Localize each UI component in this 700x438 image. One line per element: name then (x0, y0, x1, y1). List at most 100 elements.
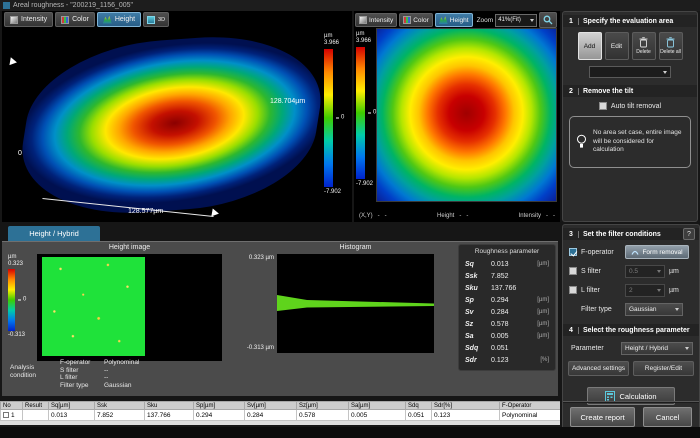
height-button-2d[interactable]: Height (434, 13, 473, 27)
search-icon (543, 15, 553, 25)
scale-tick (368, 112, 371, 114)
parameter-select[interactable]: Height / Hybrid (621, 341, 693, 355)
parameter-buttons: Advanced settings Register/Edit (563, 361, 699, 376)
2d-color-scale-bar: 0 (356, 47, 376, 179)
column-header[interactable]: Result (22, 401, 49, 410)
help-button[interactable]: ? (683, 228, 695, 240)
zoom-value: 41%(Fit) (498, 17, 521, 23)
depth-dimension-label: 128.577µm (128, 208, 164, 215)
hi-scale-max: 0.323 (8, 261, 24, 267)
analysis-row-label: L filter (60, 374, 78, 382)
edit-area-button[interactable]: Edit (604, 32, 629, 60)
param-name: Sv (465, 308, 474, 316)
register-edit-button[interactable]: Register/Edit (633, 361, 694, 376)
3d-surface-view[interactable] (10, 28, 333, 222)
sdr-cell: 0.123 (431, 409, 500, 421)
calculation-button[interactable]: Calculation (587, 387, 675, 405)
row-checkbox[interactable] (3, 411, 9, 418)
column-header[interactable]: Sq[µm] (48, 401, 95, 410)
column-header[interactable]: Ssk (94, 401, 145, 410)
intensity-button[interactable]: Intensity (4, 12, 54, 27)
coord-y-value: - (384, 213, 387, 219)
coord-x-value: - (377, 213, 380, 219)
column-header[interactable]: Sdq (405, 401, 432, 410)
width-dimension-label: 128.704µm (270, 98, 306, 105)
height-status-label: Height (436, 213, 455, 219)
advanced-settings-button[interactable]: Advanced settings (568, 361, 629, 376)
tab-height-hybrid[interactable]: Height / Hybrid (8, 226, 100, 241)
cancel-button[interactable]: Cancel (643, 407, 692, 427)
chevron-down-icon (675, 307, 679, 311)
evaluation-sidebar: 1 Specify the evaluation area Add Edit D… (562, 11, 698, 222)
auto-tilt-row: Auto tilt removal (563, 102, 697, 110)
zoom-label: Zoom (476, 16, 494, 24)
add-area-button[interactable]: Add (577, 32, 602, 60)
column-header[interactable]: Sv[µm] (244, 401, 297, 410)
s-filter-select[interactable]: 0.5 (625, 264, 665, 278)
magnifier-button[interactable] (539, 12, 558, 28)
param-unit: [µm] (537, 261, 549, 267)
3d-scale-unit: µm (324, 33, 333, 39)
table-row[interactable]: 1 0.013 7.852 137.766 0.294 0.284 0.578 … (0, 409, 560, 421)
height-value-1: - (459, 213, 462, 219)
area-select[interactable] (589, 66, 671, 78)
height-heatmap-view[interactable] (376, 28, 557, 202)
sa-cell: 0.005 (348, 409, 406, 421)
histogram-max-label: 0.323 µm (248, 255, 274, 261)
section4-number: 4 (567, 326, 579, 334)
intensity-button-2d[interactable]: Intensity (355, 13, 398, 27)
param-name: Sz (465, 320, 474, 328)
2d-scale-unit: µm (356, 31, 365, 37)
s-filter-value: 0.5 (629, 267, 639, 275)
section1-title: Specify the evaluation area (583, 17, 674, 25)
delete-all-areas-button[interactable]: Delete all (658, 32, 683, 60)
form-removal-button[interactable]: Form removal (625, 245, 689, 259)
analysis-row-value: -- (104, 374, 109, 382)
column-header[interactable]: Sp[µm] (193, 401, 245, 410)
3d-mode-button[interactable]: 3D (143, 12, 170, 27)
height-button[interactable]: Height (96, 12, 142, 27)
section3-header: 3 Set the filter conditions ? (563, 228, 699, 240)
3d-toolbar: Intensity Color Height 3D (4, 12, 170, 27)
column-header[interactable]: Sdr[%] (431, 401, 500, 410)
delete-label: Delete (636, 49, 651, 55)
color-button-2d[interactable]: Color (399, 13, 433, 27)
auto-tilt-checkbox[interactable] (598, 102, 607, 110)
origin-axis-arrow-icon (7, 55, 17, 66)
s-filter-checkbox[interactable] (569, 267, 577, 275)
param-value: 0.578 (491, 320, 509, 328)
param-unit: [µm] (537, 309, 549, 315)
roughness-row: Sku 137.766 (459, 282, 555, 294)
filter-type-row: Filter type Gaussian (563, 302, 699, 316)
3d-color-scale: µm 3.966 0 -7.902 (324, 33, 350, 196)
column-header[interactable]: Sa[µm] (348, 401, 406, 410)
l-filter-checkbox[interactable] (569, 286, 577, 294)
zoom-select[interactable]: 41%(Fit) (495, 13, 538, 27)
filter-type-select[interactable]: Gaussian (625, 302, 683, 316)
delete-area-button[interactable]: Delete (631, 32, 656, 60)
section1-number: 1 (567, 17, 579, 25)
parameter-value: Height / Hybrid (625, 344, 668, 352)
f-operator-checkbox[interactable] (569, 248, 577, 256)
height-image-view[interactable] (42, 257, 145, 356)
color-button[interactable]: Color (55, 12, 95, 27)
origin-label: 0 (18, 150, 22, 157)
row-number-cell: 1 (0, 409, 23, 421)
height-value-2: - (466, 213, 469, 219)
param-value: 0.005 (491, 332, 509, 340)
column-header[interactable]: Sz[µm] (296, 401, 349, 410)
auto-tilt-label: Auto tilt removal (610, 102, 662, 110)
hi-scale-unit: µm (8, 254, 17, 260)
sku-cell: 137.766 (144, 409, 194, 421)
histogram-view[interactable] (277, 254, 434, 353)
intensity-icon (359, 16, 367, 24)
create-report-button[interactable]: Create report (570, 407, 636, 427)
column-header[interactable]: No (0, 401, 23, 410)
register-edit-label: Register/Edit (644, 365, 683, 372)
f-operator-label: F-operator (581, 248, 614, 256)
l-filter-select[interactable]: 2 (625, 283, 665, 297)
column-header[interactable]: F-Operator (499, 401, 560, 410)
column-header[interactable]: Sku (144, 401, 194, 410)
area-buttons: Add Edit Delete Delete all (563, 32, 697, 60)
